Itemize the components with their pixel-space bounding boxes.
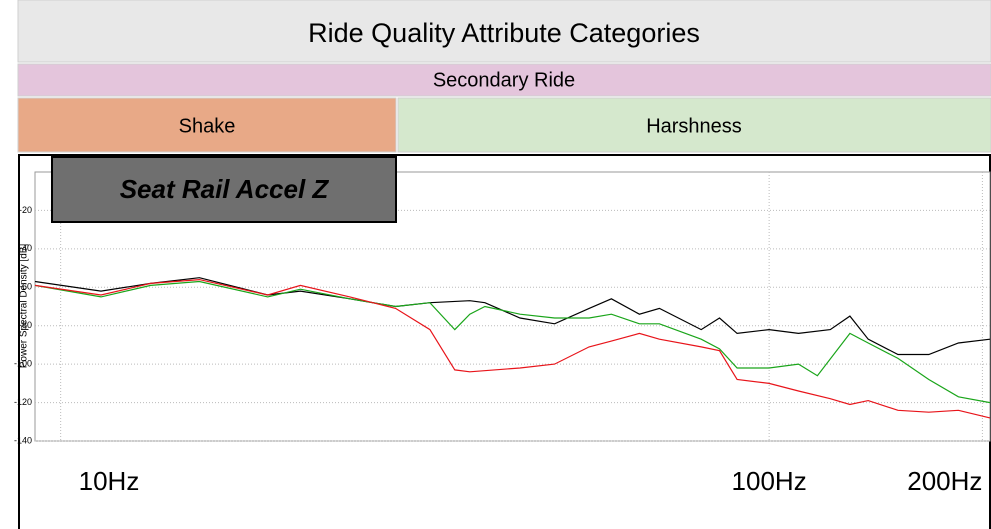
shake-band	[17, 97, 397, 153]
y-tick-label: -140	[14, 435, 32, 445]
y-tick-label: -120	[14, 397, 32, 407]
harshness-band	[397, 97, 991, 153]
harshness-label: Harshness	[646, 115, 742, 137]
y-tick-label: -80	[19, 320, 32, 330]
annotation: Seat Rail Accel Z	[120, 174, 330, 204]
plot: -140 -120 -100 -80 -60 -40 -20 10Hz 100Hz 200Hz	[14, 172, 991, 496]
y-tick-label: -60	[19, 282, 32, 292]
x-tick-label: 10Hz	[79, 466, 140, 496]
x-tick-label: 200Hz	[907, 466, 982, 496]
title-band	[17, 0, 991, 63]
title: Ride Quality Attribute Categories	[308, 18, 700, 48]
y-axis-label: Power Spectral Density [dB]	[19, 244, 30, 369]
series-line	[34, 278, 991, 419]
y-tick-label: -40	[19, 243, 32, 253]
annotation-box	[51, 156, 397, 223]
series-line	[34, 280, 991, 404]
series-line	[34, 277, 991, 356]
secondary-band	[17, 63, 991, 97]
x-tick-label: 100Hz	[732, 466, 807, 496]
shake-label: Shake	[179, 115, 236, 137]
y-tick-label: -20	[19, 205, 32, 215]
y-tick-label: -100	[14, 359, 32, 369]
secondary-label: Secondary Ride	[433, 69, 575, 91]
